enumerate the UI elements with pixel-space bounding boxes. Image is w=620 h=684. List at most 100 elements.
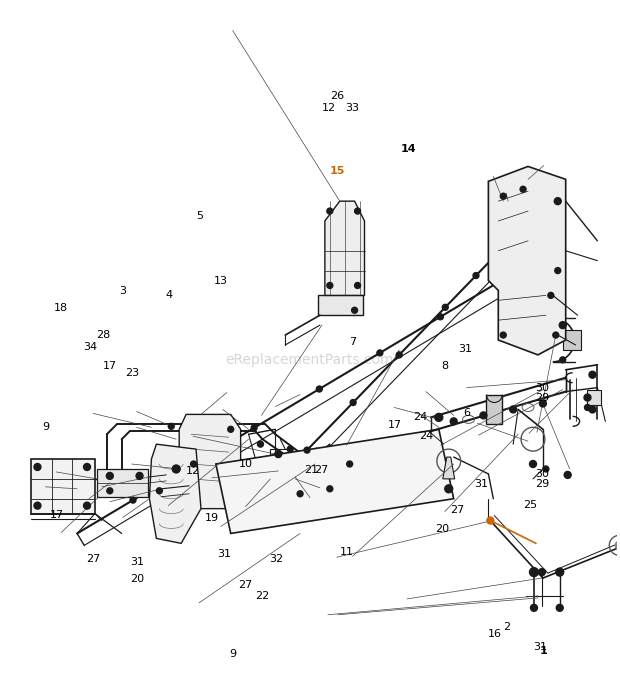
Text: 13: 13 [214,276,228,286]
Polygon shape [325,201,365,295]
Circle shape [347,461,353,467]
Circle shape [34,502,41,509]
Text: 15: 15 [330,166,345,176]
Text: 18: 18 [54,303,68,313]
Bar [318,295,363,315]
Text: 31: 31 [217,549,231,559]
Circle shape [304,447,310,453]
Text: 17: 17 [50,510,64,520]
Text: 26: 26 [330,92,345,101]
Circle shape [287,446,293,452]
Circle shape [585,404,590,410]
Circle shape [327,486,333,492]
Circle shape [156,488,162,494]
Circle shape [107,488,113,494]
Circle shape [564,471,571,478]
Text: 29: 29 [535,479,549,490]
Circle shape [560,357,565,363]
Text: 8: 8 [441,360,449,371]
Circle shape [228,426,234,432]
Circle shape [473,272,479,278]
Circle shape [548,292,554,298]
Circle shape [257,441,264,447]
Circle shape [531,605,538,611]
Text: 24: 24 [420,431,434,440]
Bar [487,395,502,424]
Text: 9: 9 [42,422,50,432]
Circle shape [520,186,526,192]
Circle shape [584,394,591,401]
Text: 27: 27 [314,464,328,475]
Text: 21: 21 [304,464,318,475]
Circle shape [543,466,549,472]
Circle shape [275,451,281,458]
Circle shape [500,193,506,199]
Text: 9: 9 [229,649,237,659]
Text: 31: 31 [130,557,144,568]
Polygon shape [149,444,201,543]
Text: 12: 12 [321,103,335,113]
Text: 24: 24 [414,412,428,421]
Circle shape [327,208,333,214]
Text: 30: 30 [535,469,549,479]
Text: 5: 5 [196,211,203,222]
Polygon shape [179,415,241,509]
Text: 29: 29 [535,393,549,403]
Circle shape [589,406,596,413]
Text: 4: 4 [165,289,172,300]
Text: 31: 31 [474,479,488,490]
Text: 12: 12 [186,466,200,476]
Circle shape [168,423,174,430]
Text: 19: 19 [205,514,219,523]
Text: 10: 10 [239,459,252,469]
Circle shape [84,502,91,509]
Circle shape [529,568,538,577]
Circle shape [130,497,136,503]
Circle shape [556,605,563,611]
Text: 16: 16 [487,629,502,639]
Text: 7: 7 [350,337,356,347]
Circle shape [538,568,546,576]
Text: 27: 27 [450,505,464,515]
Polygon shape [216,430,454,534]
Polygon shape [310,444,330,464]
Circle shape [107,473,113,479]
Bar [588,390,601,406]
Polygon shape [443,457,454,479]
Text: 23: 23 [125,367,139,378]
Text: 17: 17 [388,420,402,430]
Text: 11: 11 [340,547,354,557]
Bar [30,459,95,514]
Text: 31: 31 [533,642,547,653]
Circle shape [350,399,356,406]
Circle shape [355,282,361,289]
Circle shape [172,465,180,473]
Text: 17: 17 [104,360,117,371]
Text: 27: 27 [238,580,252,590]
Circle shape [34,464,41,471]
Circle shape [316,386,322,392]
Text: 14: 14 [401,144,416,154]
Circle shape [450,418,457,425]
Circle shape [396,352,402,358]
Circle shape [327,282,333,289]
Circle shape [377,350,383,356]
Circle shape [190,461,197,467]
Bar [563,330,580,350]
Circle shape [297,491,303,497]
Polygon shape [489,166,565,355]
Circle shape [251,425,257,431]
Circle shape [435,413,443,421]
Circle shape [487,517,494,524]
Text: 1: 1 [539,646,547,656]
Bar [270,449,292,467]
Text: 30: 30 [535,383,549,393]
Circle shape [355,208,361,214]
Circle shape [136,473,143,479]
Text: 25: 25 [523,500,537,510]
Circle shape [589,371,596,378]
Circle shape [559,321,566,328]
Circle shape [553,332,559,338]
Text: 32: 32 [269,554,283,564]
Circle shape [554,198,561,205]
